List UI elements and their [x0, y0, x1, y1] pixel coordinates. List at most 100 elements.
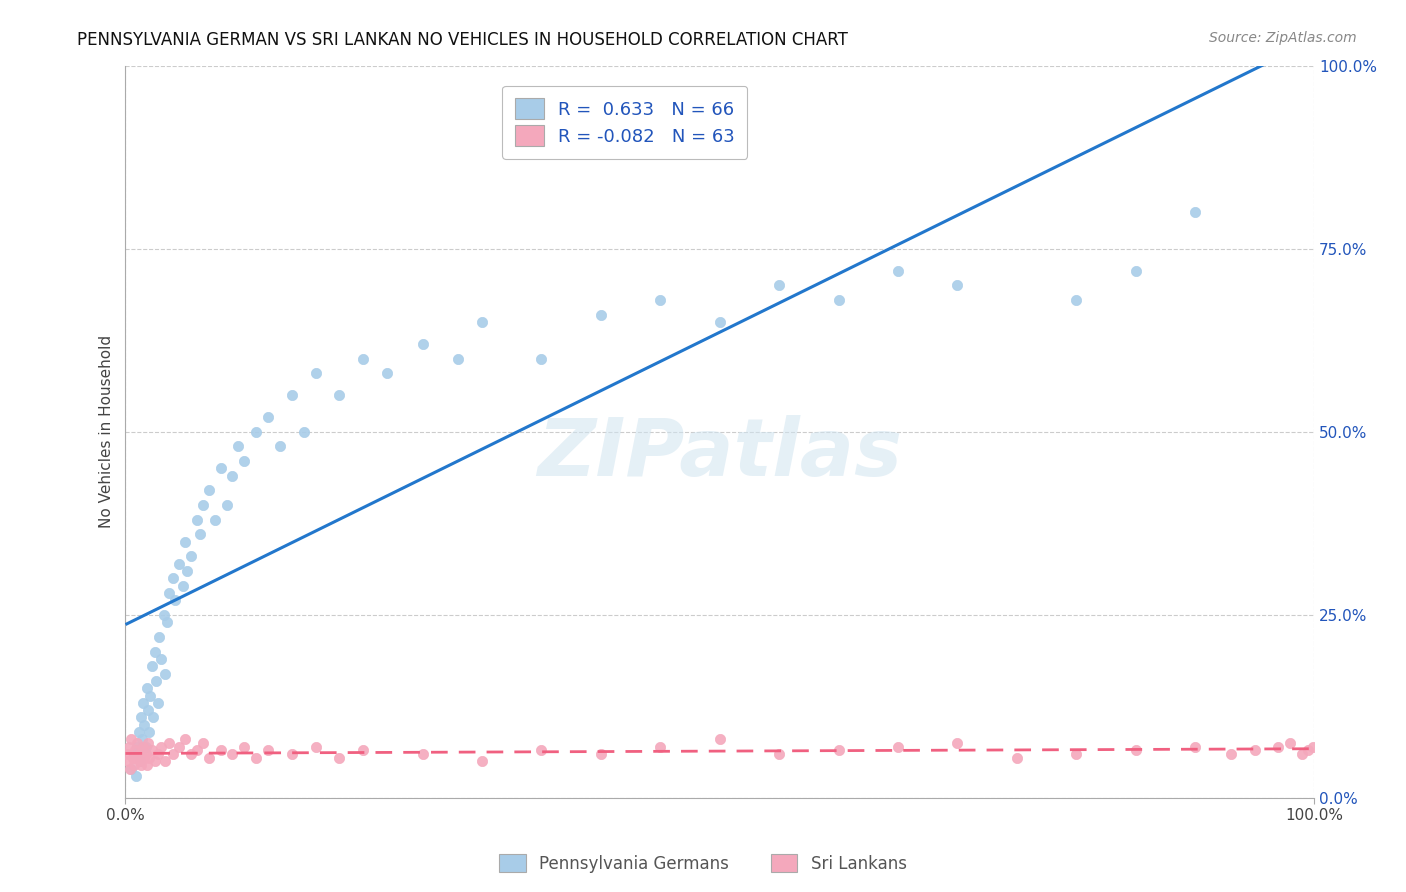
Point [131, 743, 153, 757]
Point [165, 593, 187, 607]
Point [1243, 743, 1265, 757]
Point [1184, 205, 1206, 219]
Point [328, 388, 350, 402]
Point [115, 747, 138, 761]
Point [129, 710, 152, 724]
Point [118, 739, 141, 754]
Text: ZIPatlas: ZIPatlas [537, 415, 903, 492]
Point [1005, 751, 1028, 765]
Text: PENNSYLVANIA GERMAN VS SRI LANKAN NO VEHICLES IN HOUSEHOLD CORRELATION CHART: PENNSYLVANIA GERMAN VS SRI LANKAN NO VEH… [77, 31, 848, 49]
Point [136, 703, 159, 717]
Y-axis label: No Vehicles in Household: No Vehicles in Household [100, 335, 114, 528]
Point [589, 747, 612, 761]
Point [141, 743, 163, 757]
Point [153, 755, 176, 769]
Point [530, 351, 553, 366]
Point [138, 751, 160, 765]
Point [269, 440, 291, 454]
Point [156, 615, 179, 630]
Point [233, 454, 256, 468]
Point [180, 549, 202, 564]
Point [589, 308, 612, 322]
Text: Source: ZipAtlas.com: Source: ZipAtlas.com [1209, 31, 1357, 45]
Legend: Pennsylvania Germans, Sri Lankans: Pennsylvania Germans, Sri Lankans [492, 847, 914, 880]
Point [233, 739, 256, 754]
Point [305, 739, 328, 754]
Point [650, 293, 672, 307]
Point [1066, 293, 1088, 307]
Point [136, 736, 159, 750]
Point [946, 278, 969, 293]
Point [328, 751, 350, 765]
Point [447, 351, 470, 366]
Point [412, 747, 434, 761]
Point [375, 366, 398, 380]
Point [120, 762, 142, 776]
Point [117, 755, 139, 769]
Point [150, 739, 173, 754]
Point [946, 736, 969, 750]
Point [174, 534, 197, 549]
Point [152, 607, 174, 622]
Point [1279, 736, 1302, 750]
Point [197, 483, 219, 498]
Point [281, 747, 304, 761]
Point [131, 732, 153, 747]
Point [257, 743, 280, 757]
Point [209, 743, 232, 757]
Point [1125, 263, 1147, 277]
Point [887, 263, 910, 277]
Point [221, 747, 243, 761]
Point [204, 513, 226, 527]
Point [134, 751, 156, 765]
Point [709, 315, 731, 329]
Point [128, 747, 150, 761]
Point [292, 425, 315, 439]
Point [145, 673, 167, 688]
Point [148, 630, 170, 644]
Point [167, 557, 190, 571]
Point [120, 732, 142, 747]
Point [121, 751, 143, 765]
Point [138, 725, 160, 739]
Point [142, 710, 165, 724]
Point [471, 755, 494, 769]
Point [1267, 739, 1289, 754]
Point [215, 498, 238, 512]
Point [768, 278, 790, 293]
Point [132, 739, 155, 754]
Point [146, 696, 169, 710]
Point [162, 747, 184, 761]
Point [257, 410, 280, 425]
Point [124, 743, 146, 757]
Point [245, 751, 267, 765]
Point [128, 725, 150, 739]
Point [122, 747, 145, 761]
Point [135, 681, 157, 696]
Point [176, 564, 198, 578]
Point [827, 743, 849, 757]
Point [129, 758, 152, 772]
Point [228, 440, 250, 454]
Point [471, 315, 494, 329]
Point [305, 366, 328, 380]
Point [134, 718, 156, 732]
Point [180, 747, 202, 761]
Point [125, 769, 148, 783]
Point [245, 425, 267, 439]
Point [191, 736, 214, 750]
Point [120, 762, 142, 776]
Point [352, 743, 374, 757]
Point [162, 571, 184, 585]
Point [352, 351, 374, 366]
Point [127, 736, 149, 750]
Point [1184, 739, 1206, 754]
Point [159, 736, 181, 750]
Point [281, 388, 304, 402]
Point [128, 755, 150, 769]
Point [143, 644, 166, 658]
Point [167, 739, 190, 754]
Point [412, 337, 434, 351]
Point [530, 743, 553, 757]
Point [188, 527, 211, 541]
